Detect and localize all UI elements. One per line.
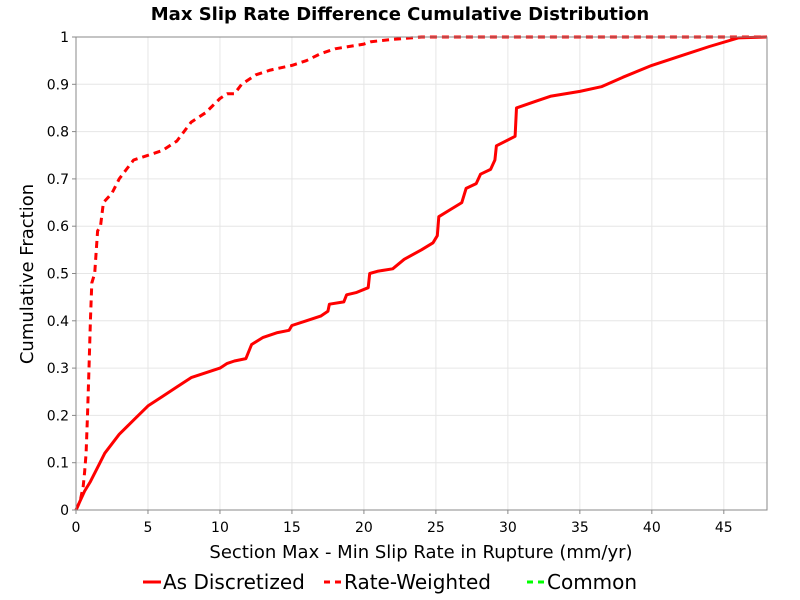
y-tick-label: 0.8 [47,125,69,141]
y-tick-label: 0.5 [47,267,69,283]
x-tick-label: 20 [355,520,373,536]
ticks: 0 5 10 15 20 25 30 35 40 45 0 0.1 0.2 0.3 0.4 0.5 0.6 0.7… [47,30,733,536]
x-tick-label: 45 [715,520,733,536]
series-layer [74,35,768,511]
grid [75,36,767,511]
legend-label: Common [547,570,637,594]
y-tick-label: 0.2 [47,408,69,424]
y-axis-label: Cumulative Fraction [17,184,38,364]
y-tick-label: 0.9 [47,77,69,93]
x-tick-label: 40 [643,520,661,536]
y-tick-label: 1 [60,30,69,46]
legend-label: Rate-Weighted [344,570,491,594]
x-tick-label: 30 [499,520,517,536]
x-tick-label: 15 [283,520,301,536]
y-tick-label: 0 [60,503,69,519]
x-tick-label: 0 [72,520,81,536]
legend: As Discretized Rate-Weighted Common [143,570,637,594]
y-tick-label: 0.7 [47,172,69,188]
y-tick-label: 0.1 [47,456,69,472]
y-tick-label: 0.6 [47,219,69,235]
series-line-rate-weighted [74,35,767,511]
x-tick-label: 10 [211,520,229,536]
x-tick-label: 5 [144,520,153,536]
y-tick-label: 0.3 [47,361,69,377]
chart-title: Max Slip Rate Difference Cumulative Dist… [151,4,649,25]
x-tick-label: 25 [427,520,445,536]
series-line-as-discretized [74,35,768,511]
legend-label: As Discretized [163,570,305,594]
x-axis-label: Section Max - Min Slip Rate in Rupture (… [209,542,632,563]
x-tick-label: 35 [571,520,589,536]
y-tick-label: 0.4 [47,314,69,330]
